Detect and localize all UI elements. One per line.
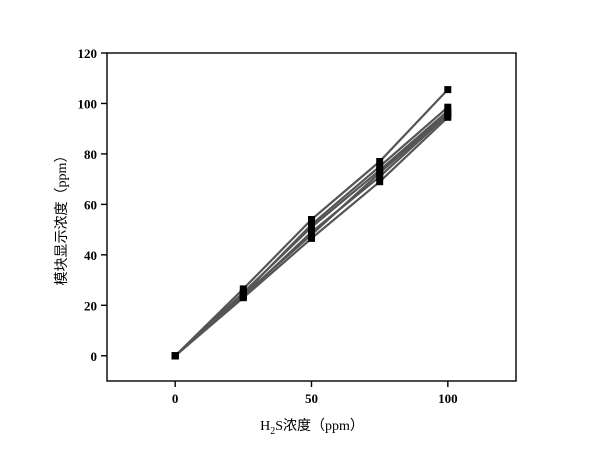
y-tick-label: 40 — [84, 248, 97, 263]
y-tick-label: 80 — [84, 147, 97, 162]
data-point — [444, 103, 452, 111]
data-point — [444, 113, 452, 121]
data-point — [308, 216, 315, 223]
data-point — [308, 223, 315, 231]
x-axis: 0 50 100 — [172, 381, 458, 406]
data-point — [239, 291, 247, 299]
data-point — [376, 158, 384, 165]
data-point — [444, 86, 452, 94]
data-point — [171, 352, 179, 360]
data-point — [239, 285, 247, 293]
y-tick-label: 20 — [84, 298, 97, 313]
x-tick-label: 0 — [172, 391, 179, 406]
y-axis-title: 模块显示浓度（ppm） — [54, 149, 70, 286]
x-axis-title-rest: S浓度（ppm） — [275, 418, 364, 434]
data-point — [376, 163, 384, 170]
data-point — [308, 231, 315, 239]
data-point — [308, 234, 315, 242]
data-point — [444, 110, 452, 118]
y-tick-label: 60 — [84, 197, 97, 212]
x-tick-label: 100 — [438, 391, 458, 406]
y-axis: 0 20 40 60 80 100 120 — [78, 46, 107, 364]
x-tick-label: 50 — [305, 391, 318, 406]
data-point — [376, 169, 384, 177]
y-tick-label: 100 — [78, 96, 98, 111]
y-tick-label: 120 — [78, 46, 98, 61]
x-axis-title: H2S浓度（ppm） — [260, 418, 364, 437]
x-axis-title-subscript: 2 — [270, 426, 275, 437]
data-point — [376, 178, 384, 186]
y-tick-label: 0 — [91, 349, 98, 364]
marker-layer — [171, 86, 452, 360]
x-axis-title-main: H — [260, 419, 270, 434]
data-point — [376, 173, 384, 181]
